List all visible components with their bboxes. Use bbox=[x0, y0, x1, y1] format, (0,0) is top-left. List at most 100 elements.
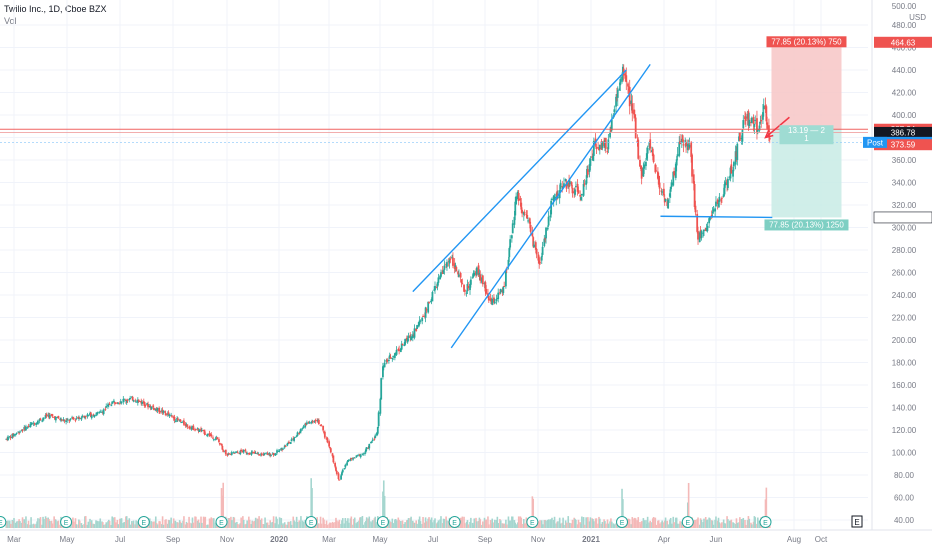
volume-bar bbox=[445, 516, 447, 528]
volume-bar bbox=[730, 519, 733, 528]
candle-body bbox=[258, 454, 260, 456]
volume-bar bbox=[277, 524, 280, 528]
volume-bar bbox=[128, 518, 131, 528]
volume-bar bbox=[523, 519, 525, 528]
candle-body bbox=[80, 417, 83, 420]
volume-bar bbox=[272, 516, 275, 528]
volume-bar bbox=[564, 520, 567, 528]
volume-bar bbox=[50, 520, 53, 528]
volume-bar bbox=[633, 518, 635, 528]
y-tick-label: 160.00 bbox=[892, 381, 917, 390]
volume-bar bbox=[714, 519, 716, 528]
volume-bar bbox=[532, 498, 535, 528]
candle-body bbox=[400, 343, 403, 350]
volume-bar bbox=[658, 523, 661, 528]
volume-bar bbox=[368, 516, 371, 528]
candle-body bbox=[248, 453, 251, 455]
candle-body bbox=[293, 437, 296, 441]
volume-bar bbox=[359, 517, 361, 528]
volume-bar bbox=[621, 488, 623, 528]
candle-body bbox=[499, 288, 502, 293]
candle-body bbox=[522, 212, 525, 215]
candle-body bbox=[276, 450, 278, 453]
volume-bar bbox=[323, 519, 325, 528]
volume-bar bbox=[49, 521, 51, 528]
volume-bar bbox=[388, 519, 390, 528]
volume-bar bbox=[577, 519, 580, 528]
candle-body bbox=[579, 194, 582, 197]
volume-bar bbox=[36, 521, 38, 528]
candle-body bbox=[123, 399, 126, 401]
volume-bar bbox=[745, 524, 747, 528]
candle-body bbox=[618, 88, 621, 91]
volume-bar bbox=[257, 519, 260, 528]
candle-body bbox=[27, 426, 30, 428]
volume-bar bbox=[738, 522, 740, 528]
candle-body bbox=[143, 402, 146, 407]
candle-body bbox=[484, 282, 487, 292]
volume-bar bbox=[154, 516, 157, 528]
volume-bar bbox=[699, 518, 702, 528]
volume-bar bbox=[587, 517, 589, 528]
candle-body bbox=[78, 417, 81, 419]
candle-body bbox=[218, 442, 221, 445]
volume-bar bbox=[765, 487, 768, 528]
volume-bar bbox=[640, 521, 643, 528]
volume-bar bbox=[664, 517, 667, 528]
earnings-marker-label: E bbox=[219, 520, 224, 527]
candle-body bbox=[639, 159, 641, 167]
volume-bar bbox=[634, 517, 636, 528]
earnings-marker-label: E bbox=[530, 520, 535, 527]
price-badge bbox=[873, 211, 932, 224]
candle-body bbox=[370, 441, 373, 443]
candle-body bbox=[377, 412, 380, 427]
y-tick-label: 480.00 bbox=[892, 21, 917, 30]
candle-body bbox=[455, 266, 458, 272]
candle-body bbox=[440, 272, 442, 277]
y-tick-label: 120.00 bbox=[892, 426, 917, 435]
volume-bar bbox=[188, 516, 190, 528]
candle-body bbox=[41, 420, 44, 422]
volume-bar bbox=[563, 524, 565, 528]
candle-body bbox=[585, 180, 588, 185]
volume-bar bbox=[562, 517, 564, 528]
volume-bar bbox=[382, 491, 384, 528]
candle-body bbox=[528, 218, 531, 224]
volume-bar bbox=[666, 520, 669, 528]
volume-bar bbox=[493, 519, 496, 528]
volume-bar bbox=[442, 518, 445, 528]
candle-body bbox=[104, 408, 107, 410]
volume-bar bbox=[251, 520, 254, 528]
volume-bar bbox=[409, 518, 412, 528]
volume-bar bbox=[222, 482, 225, 528]
candle-body bbox=[234, 452, 237, 454]
volume-bar bbox=[502, 523, 505, 528]
candle-body bbox=[724, 182, 727, 186]
volume-bar bbox=[353, 518, 355, 528]
volume-bar bbox=[607, 523, 610, 528]
volume-bar bbox=[687, 482, 690, 528]
volume-bar bbox=[594, 518, 597, 528]
ratio-label-box bbox=[779, 125, 834, 145]
volume-bar bbox=[292, 516, 295, 528]
candle-body bbox=[597, 147, 600, 149]
candle-body bbox=[75, 418, 78, 420]
volume-bar bbox=[330, 522, 332, 528]
volume-bar bbox=[751, 524, 753, 528]
volume-bar bbox=[242, 519, 245, 528]
volume-bar bbox=[197, 519, 200, 528]
volume-bar bbox=[735, 518, 738, 528]
candle-body bbox=[42, 418, 44, 421]
volume-bar bbox=[418, 516, 421, 528]
volume-bar bbox=[593, 521, 595, 528]
candle-body bbox=[222, 450, 225, 452]
volume-bar bbox=[412, 522, 415, 528]
price-badge bbox=[874, 139, 932, 151]
candle-body bbox=[119, 401, 122, 403]
volume-bar bbox=[83, 524, 85, 528]
volume-bar bbox=[262, 524, 265, 528]
volume-bar bbox=[726, 516, 728, 528]
volume-bar bbox=[168, 520, 171, 528]
candle-body bbox=[406, 338, 409, 343]
